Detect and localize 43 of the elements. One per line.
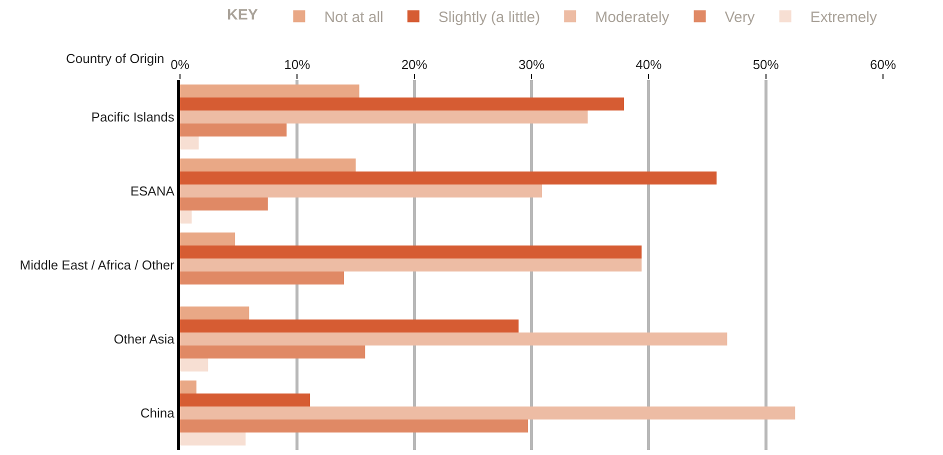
y-tick-label: Pacific Islands [91, 110, 175, 125]
bar [180, 136, 199, 150]
bar [180, 358, 208, 372]
bar [180, 245, 642, 258]
bar [180, 210, 192, 224]
bar [180, 124, 287, 137]
bar [180, 84, 360, 98]
bar [180, 184, 542, 198]
x-tick-label: 50% [752, 56, 780, 72]
bar [180, 232, 236, 246]
bar [180, 110, 588, 124]
x-tick-label: 30% [518, 56, 545, 72]
x-tick-label: 10% [284, 56, 311, 72]
bar [180, 406, 796, 420]
x-tick-label: 60% [870, 56, 896, 72]
bar [180, 346, 366, 359]
bar [180, 332, 728, 346]
legend-title: KEY [227, 6, 258, 24]
bar [180, 380, 196, 394]
bar [180, 171, 717, 184]
legend-label: Very [724, 9, 756, 26]
y-tick-label: China [140, 406, 176, 421]
bar [180, 432, 246, 446]
x-tick-label: 40% [636, 56, 662, 72]
y-tick-label: ESANA [130, 184, 175, 199]
legend-label: Not at all [324, 9, 384, 26]
y-tick-label: Other Asia [114, 332, 176, 347]
bar [180, 319, 519, 332]
bar [180, 420, 528, 433]
bar [180, 198, 268, 211]
x-tick-label: 20% [401, 56, 428, 72]
bar [180, 97, 624, 110]
y-tick-label: Middle East / Africa / Other [20, 258, 176, 273]
legend-label: Slightly (a little) [438, 9, 540, 26]
x-tick-label: 0% [170, 56, 190, 72]
y-axis-title: Country of Origin [66, 51, 164, 66]
bar [180, 272, 344, 285]
legend-label: Moderately [595, 9, 670, 26]
bar [180, 393, 310, 406]
bar [180, 306, 250, 320]
bar [180, 258, 642, 272]
bar [180, 158, 356, 172]
legend-label: Extremely [810, 9, 878, 26]
